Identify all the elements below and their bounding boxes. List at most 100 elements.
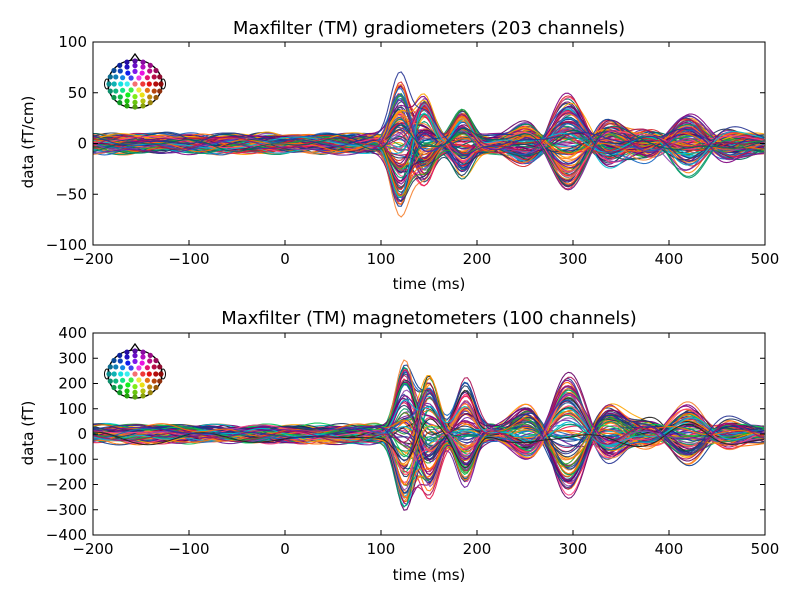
magnetometer-sensor-dot [132, 358, 138, 364]
gradiometer-trace [93, 99, 765, 191]
magnetometer-sensor-dot [147, 358, 153, 364]
gradiometer-sensor-dot [124, 59, 130, 65]
gradiometer-trace [93, 71, 765, 162]
gradiometer-trace [93, 81, 765, 177]
gradiometer-sensor-dot [147, 62, 153, 68]
magnetometer-sensor-dot [113, 378, 119, 384]
magnetometer-sensor-head-inset [104, 342, 166, 400]
gradiometer-sensor-dot [106, 81, 112, 87]
gradiometer-xtick-label: 200 [463, 250, 492, 268]
magnetometer-sensor-dot [107, 364, 113, 370]
magnetometer-sensor-dot [117, 352, 123, 358]
magnetometer-sensor-dot [132, 384, 138, 390]
gradiometer-sensor-dot [146, 81, 152, 87]
magnetometer-ylabel: data (fT) [19, 401, 37, 466]
gradiometer-sensor-dot [111, 81, 117, 87]
magnetometer-ytick-label: 0 [77, 425, 87, 443]
gradiometer-sensor-head-inset [104, 52, 166, 110]
magnetometer-sensor-dot [120, 365, 126, 371]
magnetometer-sensor-dot [113, 364, 119, 370]
gradiometer-title: Maxfilter (TM) gradiometers (203 channel… [233, 18, 625, 39]
magnetometer-xtick-label: 400 [655, 540, 684, 558]
magnetometer-ytick-label: −300 [46, 501, 87, 519]
magnetometer-head-nose [129, 342, 141, 352]
magnetometer-trace [93, 399, 765, 446]
gradiometer-sensor-dot [128, 87, 134, 93]
magnetometer-sensor-dot [132, 371, 138, 377]
magnetometer-sensor-dot [140, 349, 146, 355]
gradiometer-sensor-dot [153, 67, 159, 74]
magnetometer-ytick-label: 100 [58, 400, 87, 418]
magnetometer-sensor-dot [157, 364, 163, 370]
magnetometer-sensor-dot [151, 364, 157, 370]
magnetometer-sensor-dot [117, 390, 123, 396]
magnetometer-trace [93, 418, 765, 469]
magnetometer-xlabel: time (ms) [393, 566, 466, 584]
gradiometer-trace [93, 102, 765, 198]
gradiometer-head-nose [129, 52, 141, 62]
gradiometer-xtick-label: 400 [655, 250, 684, 268]
gradiometer-panel: Maxfilter (TM) gradiometers (203 channel… [19, 18, 779, 293]
magnetometer-sensor-dot [153, 357, 159, 364]
gradiometer-sensor-dot [120, 87, 126, 93]
magnetometer-xtick-label: 100 [367, 540, 396, 558]
magnetometer-traces [93, 359, 765, 511]
magnetometer-xtick-label: 0 [280, 540, 290, 558]
magnetometer-sensor-dot [111, 384, 117, 391]
gradiometer-xtick-label: −200 [72, 250, 113, 268]
gradiometer-sensor-dot [140, 103, 146, 109]
gradiometer-sensor-dot [132, 58, 138, 64]
magnetometer-sensor-dot [147, 390, 153, 396]
magnetometer-sensor-dot [139, 382, 145, 388]
gradiometer-sensor-dot [144, 75, 150, 81]
gradiometer-sensor-dot [107, 74, 113, 80]
magnetometer-ytick-label: −100 [46, 450, 87, 468]
magnetometer-sensor-dot [151, 378, 157, 384]
magnetometer-trace [93, 387, 765, 451]
gradiometer-sensor-dot [124, 64, 130, 70]
magnetometer-sensor-dot [139, 360, 145, 366]
magnetometer-sensor-dot [140, 354, 146, 360]
magnetometer-ytick-label: −400 [46, 526, 87, 544]
gradiometer-ytick-label: −50 [55, 185, 87, 203]
gradiometer-sensor-dot [136, 87, 142, 93]
gradiometer-sensor-dot [125, 92, 131, 98]
magnetometer-xtick-label: −100 [168, 540, 209, 558]
magnetometer-ytick-label: 400 [58, 324, 87, 342]
gradiometer-sensor-dot [139, 92, 145, 98]
magnetometer-trace [93, 411, 765, 466]
gradiometer-ytick-label: 50 [68, 84, 87, 102]
magnetometer-sensor-dot [124, 371, 130, 377]
gradiometer-sensor-dot [147, 100, 153, 106]
magnetometer-sensor-dot [111, 357, 117, 364]
magnetometer-sensor-dot [132, 389, 138, 395]
gradiometer-sensor-dot [120, 75, 126, 81]
magnetometer-ytick-label: −200 [46, 476, 87, 494]
gradiometer-sensor-dot [136, 75, 142, 81]
gradiometer-sensor-dot [153, 94, 159, 101]
gradiometer-ytick-label: 100 [58, 33, 87, 51]
gradiometer-sensor-dot [132, 81, 138, 87]
magnetometer-trace [93, 413, 765, 486]
gradiometer-traces [93, 71, 765, 218]
gradiometer-sensor-dot [157, 88, 163, 94]
gradiometer-sensor-dot [132, 68, 138, 74]
gradiometer-trace [93, 124, 765, 187]
magnetometer-sensor-dot [124, 354, 130, 360]
gradiometer-sensor-dot [140, 81, 146, 87]
magnetometer-sensor-dot [118, 371, 124, 377]
gradiometer-sensor-dot [111, 94, 117, 101]
magnetometer-sensor-dot [124, 393, 130, 399]
gradiometer-sensor-dot [132, 63, 138, 69]
magnetometer-sensor-dot [106, 371, 112, 377]
magnetometer-trace [93, 392, 765, 480]
gradiometer-sensor-dot [151, 88, 157, 94]
gradiometer-trace [93, 116, 765, 166]
gradiometer-sensor-dot [144, 87, 150, 93]
gradiometer-trace [93, 95, 765, 157]
magnetometer-sensor-dot [111, 371, 117, 377]
magnetometer-sensor-dot [124, 349, 130, 355]
magnetometer-sensor-dot [120, 377, 126, 383]
gradiometer-sensor-dot [117, 68, 123, 74]
